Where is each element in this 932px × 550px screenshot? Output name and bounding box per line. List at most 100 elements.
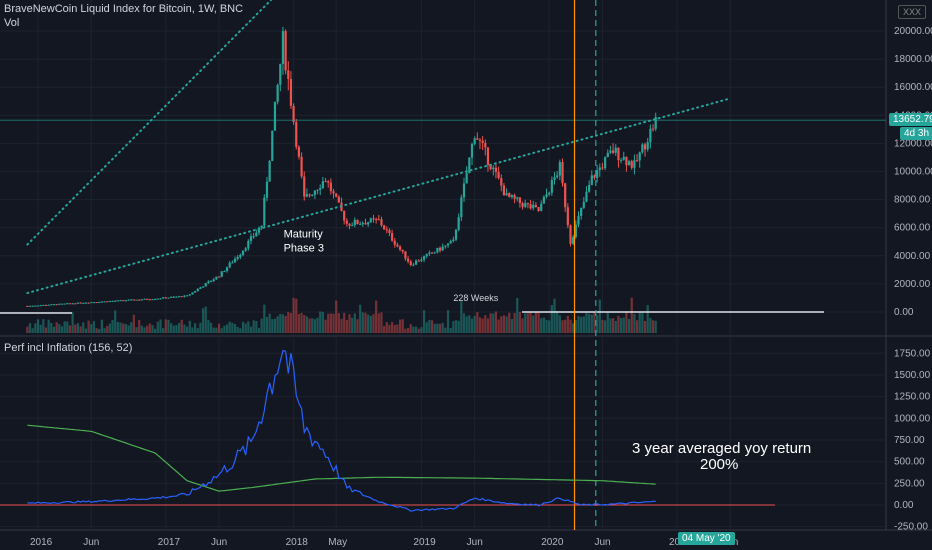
volume-bar xyxy=(74,324,77,333)
candle-body xyxy=(273,101,277,131)
volume-bar xyxy=(484,315,487,333)
volume-bar xyxy=(441,322,444,333)
volume-bar xyxy=(476,312,479,333)
volume-bar xyxy=(582,316,585,333)
volume-bar xyxy=(239,328,242,333)
candle-body xyxy=(180,296,183,298)
top-scale-badge[interactable]: XXX xyxy=(898,5,927,19)
candle-body xyxy=(510,195,514,198)
volume-bar xyxy=(319,311,322,333)
volume-bar xyxy=(170,323,173,333)
volume-bar xyxy=(36,319,40,333)
candle-body xyxy=(84,302,88,304)
volume-bar xyxy=(90,324,93,333)
candle-body xyxy=(454,229,458,240)
volume-bar xyxy=(289,313,293,333)
candle-body xyxy=(625,156,628,166)
candle-body xyxy=(580,207,583,216)
candle-body xyxy=(585,191,588,202)
volume-group xyxy=(26,297,657,333)
volume-bar xyxy=(311,318,314,333)
volume-bar xyxy=(510,318,514,333)
trendline xyxy=(26,97,732,295)
volume-bar xyxy=(175,325,178,333)
volume-bar xyxy=(329,313,332,333)
volume-bar xyxy=(481,318,484,333)
candle-body xyxy=(337,196,340,203)
volume-bar xyxy=(492,313,495,333)
volume-bar xyxy=(380,312,383,333)
volume-bar xyxy=(550,304,553,333)
trendline xyxy=(26,0,273,246)
candle-body xyxy=(122,300,125,302)
indicator-annotation: 3 year averaged yoy return xyxy=(632,440,811,457)
candle-body xyxy=(396,244,399,247)
volume-bar xyxy=(454,320,458,333)
volume-bar xyxy=(518,311,522,333)
indicator-axis-tick: 750.00 xyxy=(894,435,925,446)
volume-bar xyxy=(146,325,149,333)
candle-body xyxy=(257,227,261,233)
candle-body xyxy=(542,196,545,204)
candle-body xyxy=(130,299,133,301)
volume-bar xyxy=(460,301,463,333)
volume-bar xyxy=(420,327,423,333)
candle-body xyxy=(124,300,127,302)
volume-bar xyxy=(409,324,412,333)
volume-bar xyxy=(561,320,564,333)
volume-bar xyxy=(252,320,255,333)
candle-body xyxy=(614,147,617,153)
candle-body xyxy=(505,193,508,196)
volume-bar xyxy=(249,326,253,333)
candle-body xyxy=(268,160,271,182)
candle-body xyxy=(138,299,141,301)
candle-body xyxy=(175,296,178,298)
candle-body xyxy=(345,220,348,224)
candle-body xyxy=(207,281,210,284)
candle-body xyxy=(534,204,537,207)
volume-bar xyxy=(388,324,391,333)
volume-bar xyxy=(351,317,354,333)
candle-body xyxy=(406,258,410,262)
volume-bar xyxy=(396,324,399,333)
candle-body xyxy=(154,299,157,301)
candle-body xyxy=(300,156,303,177)
volume-bar xyxy=(564,319,567,333)
candle-body xyxy=(63,303,66,305)
volume-bar xyxy=(130,322,133,333)
candle-body xyxy=(196,288,199,292)
volume-bar xyxy=(164,319,167,333)
volume-bar xyxy=(580,316,583,333)
volume-bar xyxy=(537,312,540,333)
candle-body xyxy=(170,296,173,298)
candle-body xyxy=(572,236,575,244)
volume-bar xyxy=(178,322,181,333)
candle-body xyxy=(404,251,407,259)
volume-bar xyxy=(470,318,474,333)
time-axis-tick: 2019 xyxy=(413,537,436,548)
time-axis-tick: 2020 xyxy=(541,537,564,548)
price-axis-tick: 16000.00 xyxy=(894,82,932,93)
candle-body xyxy=(391,233,394,241)
average-line xyxy=(27,424,656,492)
candle-body xyxy=(609,150,612,153)
candle-body xyxy=(233,258,237,263)
volume-bar xyxy=(566,316,569,333)
volume-bar xyxy=(58,324,61,333)
volume-bar xyxy=(553,298,556,333)
candle-body xyxy=(103,301,106,303)
candle-body xyxy=(532,204,535,209)
volume-bar xyxy=(292,297,295,333)
volume-bar xyxy=(167,319,170,333)
candle-body xyxy=(604,157,607,169)
volume-bar xyxy=(305,316,309,333)
candle-body xyxy=(513,195,516,199)
candle-body xyxy=(191,292,194,295)
volume-bar xyxy=(263,304,266,333)
candle-body xyxy=(34,305,37,307)
candle-body xyxy=(47,304,50,306)
volume-bar xyxy=(265,317,269,333)
price-axis-tick: 18000.00 xyxy=(894,54,932,65)
candle-body xyxy=(68,303,72,305)
